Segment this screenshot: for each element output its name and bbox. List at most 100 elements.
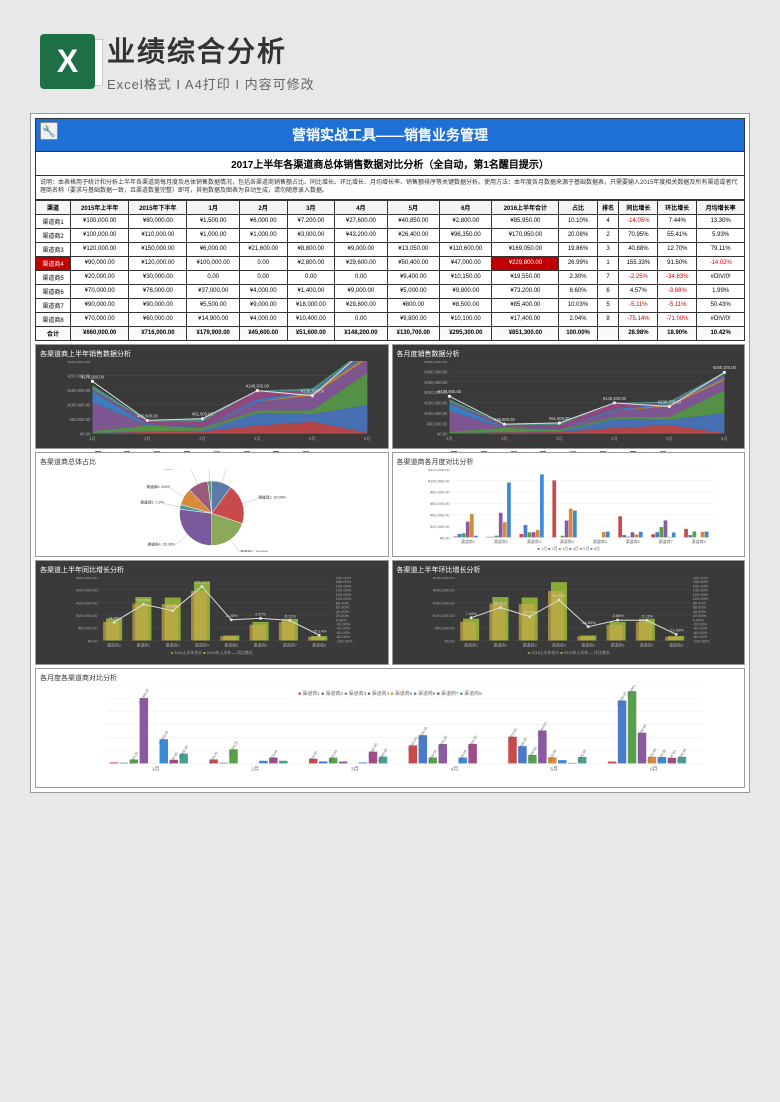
svg-text:200.00%: 200.00%	[336, 577, 352, 580]
svg-text:渠道商7: 渠道商7	[639, 642, 653, 647]
svg-text:¥50,000.00: ¥50,000.00	[70, 417, 91, 422]
svg-text:渠道商3, 19.86%: 渠道商3, 19.86%	[240, 549, 268, 552]
svg-text:¥179,900.00: ¥179,900.00	[81, 374, 105, 379]
page-header: 业绩综合分析 Excel格式 I A4打印 I 内容可修改	[0, 0, 780, 103]
svg-text:¥250,000.00: ¥250,000.00	[432, 577, 454, 580]
svg-text:¥51,600.00: ¥51,600.00	[192, 411, 213, 416]
svg-text:渠道商6: 渠道商6	[625, 539, 639, 544]
bar-monthly-title: 各渠道商各月度对比分析	[397, 457, 741, 467]
svg-text:¥40,000.00: ¥40,000.00	[430, 512, 450, 517]
svg-text:3月: 3月	[351, 766, 359, 772]
growth2-title: 各渠道上半年环比增长分析	[397, 565, 741, 575]
table-row: 渠道商5¥20,000.00¥30,000.000.000.000.000.00…	[36, 270, 745, 284]
svg-text:¥300,000.00: ¥300,000.00	[424, 369, 448, 374]
excel-icon	[40, 34, 95, 89]
col-header: 排名	[597, 200, 619, 214]
svg-text:渠道商3: 渠道商3	[527, 539, 541, 544]
col-header: 2015年上半年	[71, 200, 129, 214]
svg-text:渠道商5, 2.3%: 渠道商5, 2.3%	[140, 499, 164, 504]
svg-text:4月: 4月	[254, 436, 260, 441]
svg-text:¥200,000.00: ¥200,000.00	[76, 587, 98, 592]
svg-text:¥50,000.00: ¥50,000.00	[78, 626, 98, 631]
col-header: 3月	[287, 200, 335, 214]
svg-text:4月: 4月	[451, 766, 459, 772]
svg-text:5月: 5月	[666, 436, 672, 441]
svg-text:¥250,000.00: ¥250,000.00	[424, 380, 448, 385]
chart-pie: 各渠道商总体占比 渠道商1, 10.1%渠道商2, 20.08%渠道商3, 19…	[35, 452, 389, 557]
svg-text:2月: 2月	[251, 766, 259, 772]
svg-text:渠道商3: 渠道商3	[522, 642, 536, 647]
svg-text:渠道商4, 26.99%: 渠道商4, 26.99%	[147, 541, 175, 546]
svg-text:¥50,000.00: ¥50,000.00	[426, 421, 447, 426]
svg-text:渠道商5: 渠道商5	[592, 539, 606, 544]
svg-text:-3.68%: -3.68%	[611, 613, 624, 618]
chart-final: 各月度各渠道商对比分析 6,000.00100,000.0037,000.005…	[35, 668, 745, 788]
svg-text:-5.11%: -5.11%	[640, 613, 653, 618]
col-header: 渠道	[36, 200, 71, 214]
svg-text:渠道商5: 渠道商5	[224, 642, 238, 647]
col-header: 1月	[187, 200, 239, 214]
svg-text:渠道商5: 渠道商5	[581, 642, 595, 647]
col-header: 5月	[387, 200, 439, 214]
svg-text:¥148,200.00: ¥148,200.00	[246, 383, 270, 388]
banner: 🔧 营销实战工具——销售业务管理	[35, 118, 745, 152]
svg-text:渠道商4: 渠道商4	[195, 642, 210, 647]
svg-text:3月: 3月	[556, 436, 562, 441]
table-row: 渠道商2¥100,000.00¥110,000.00¥1,000.00¥1,00…	[36, 228, 745, 242]
main-title: 业绩综合分析	[107, 30, 740, 70]
svg-text:渠道商6: 渠道商6	[610, 642, 624, 647]
svg-text:6月: 6月	[650, 766, 658, 772]
table-row: 渠道商7¥90,000.00¥90,000.00¥5,500.00¥9,000.…	[36, 298, 745, 312]
svg-text:¥150,000.00: ¥150,000.00	[67, 388, 91, 393]
svg-text:¥100,000.00: ¥100,000.00	[76, 613, 98, 618]
spreadsheet: 🔧 营销实战工具——销售业务管理 2017上半年各渠道商总体销售数据对比分析（全…	[30, 113, 750, 793]
svg-text:3月: 3月	[199, 436, 205, 441]
svg-text:■ 2016上半年合计 ■ 2015年上半年 — 同比增: ■ 2016上半年合计 ■ 2015年上半年 — 同比增长	[171, 650, 253, 655]
svg-text:91.50%: 91.50%	[552, 593, 566, 598]
col-header: 占比	[559, 200, 597, 214]
svg-text:¥148,200.00: ¥148,200.00	[602, 396, 626, 401]
banner-text: 营销实战工具——销售业务管理	[292, 127, 488, 143]
svg-text:渠道商2: 渠道商2	[493, 642, 507, 647]
col-header: 4月	[335, 200, 387, 214]
svg-text:6月: 6月	[364, 436, 370, 441]
svg-text:¥45,600.00: ¥45,600.00	[494, 417, 515, 422]
col-header: 2016上半年合计	[492, 200, 559, 214]
svg-text:5月: 5月	[309, 436, 315, 441]
svg-text:¥60,000.00: ¥60,000.00	[430, 501, 450, 506]
svg-text:渠道商4: 渠道商4	[552, 642, 567, 647]
svg-text:¥130,700.00: ¥130,700.00	[657, 399, 681, 404]
svg-text:渠道商6: 渠道商6	[254, 642, 268, 647]
svg-text:2月: 2月	[144, 436, 150, 441]
svg-text:¥20,000.00: ¥20,000.00	[430, 524, 450, 529]
svg-text:渠道商2: 渠道商2	[494, 539, 508, 544]
table-row: 渠道商8¥70,000.00¥60,000.00¥14,900.00¥4,000…	[36, 312, 745, 326]
svg-text:¥0.00: ¥0.00	[88, 638, 99, 643]
svg-text:¥179,900.00: ¥179,900.00	[437, 389, 461, 394]
chart-bar-monthly: 各渠道商各月度对比分析 ¥0.00 ¥20,000.00 ¥40,000.00 ¥60…	[392, 452, 746, 557]
svg-text:¥250,000.00: ¥250,000.00	[67, 361, 91, 364]
svg-text:7.44%: 7.44%	[465, 611, 477, 616]
table-row: 渠道商1¥100,000.00¥80,000.00¥1,500.00¥6,000…	[36, 214, 745, 228]
growth1-title: 各渠道上半年同比增长分析	[40, 565, 384, 575]
svg-text:¥250,000.00: ¥250,000.00	[76, 577, 98, 580]
svg-text:渠道商1: 渠道商1	[464, 642, 478, 647]
chart-area-monthly: 各月度销售数据分析 ¥0.00¥50,000.00¥100,000.00¥150…	[392, 344, 746, 449]
svg-text:渠道商6, 8.6%: 渠道商6, 8.6%	[146, 484, 170, 489]
wrench-icon[interactable]: 🔧	[40, 122, 58, 140]
col-header: 6月	[440, 200, 492, 214]
svg-text:155.33%: 155.33%	[194, 579, 210, 584]
svg-text:¥295,300.00: ¥295,300.00	[712, 365, 736, 370]
pie-title: 各渠道商总体占比	[40, 457, 384, 467]
col-header: 2015年下半年	[129, 200, 187, 214]
svg-text:¥150,000.00: ¥150,000.00	[432, 600, 454, 605]
col-header: 月均增长率	[697, 200, 745, 214]
svg-text:¥0.00: ¥0.00	[439, 535, 450, 540]
table-row: 渠道商3¥120,000.00¥150,000.00¥6,000.00¥21,6…	[36, 242, 745, 256]
svg-text:5月: 5月	[550, 766, 558, 772]
svg-text:4月: 4月	[611, 436, 617, 441]
svg-text:¥200,000.00: ¥200,000.00	[432, 587, 454, 592]
svg-text:1月: 1月	[152, 766, 160, 772]
svg-text:¥100,000.00: ¥100,000.00	[67, 402, 91, 407]
svg-text:渠道商3: 渠道商3	[166, 642, 180, 647]
